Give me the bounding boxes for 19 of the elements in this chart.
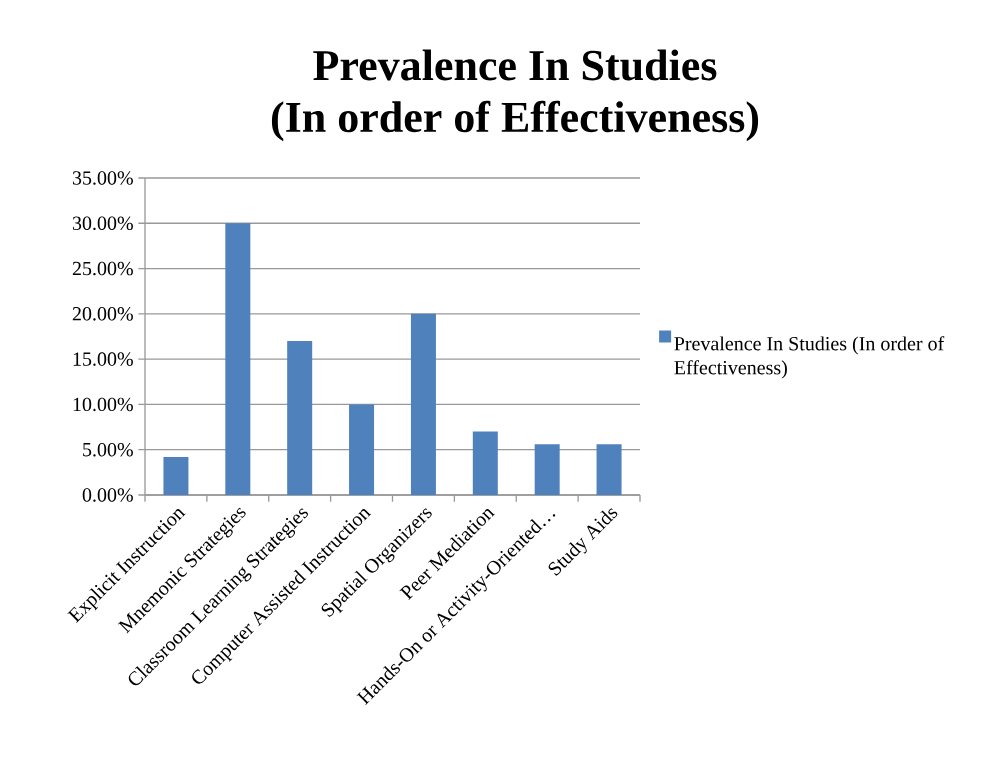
bar	[596, 444, 622, 495]
y-tick-label: 15.00%	[73, 352, 133, 366]
y-tick-label: 5.00%	[83, 442, 133, 457]
bar	[287, 341, 313, 495]
chart-title: Prevalence In Studies	[313, 49, 717, 81]
y-tick-label: 10.00%	[73, 397, 133, 412]
y-tick-label: 20.00%	[72, 307, 133, 321]
y-tick-label: 25.00%	[72, 261, 133, 276]
bar	[410, 313, 436, 495]
y-tick-label: 0.00%	[82, 488, 133, 502]
bar	[534, 444, 560, 495]
y-tick-label: 30.00%	[72, 216, 133, 231]
bar	[349, 404, 375, 495]
y-tick-label: 35.00%	[72, 171, 133, 185]
legend-label: Prevalence In Studies (In order of Effectiveness)	[674, 336, 945, 379]
bar	[472, 431, 498, 495]
chart-subtitle: (In order of Effectiveness)	[271, 100, 759, 142]
bar	[225, 223, 251, 495]
bar	[163, 456, 189, 495]
